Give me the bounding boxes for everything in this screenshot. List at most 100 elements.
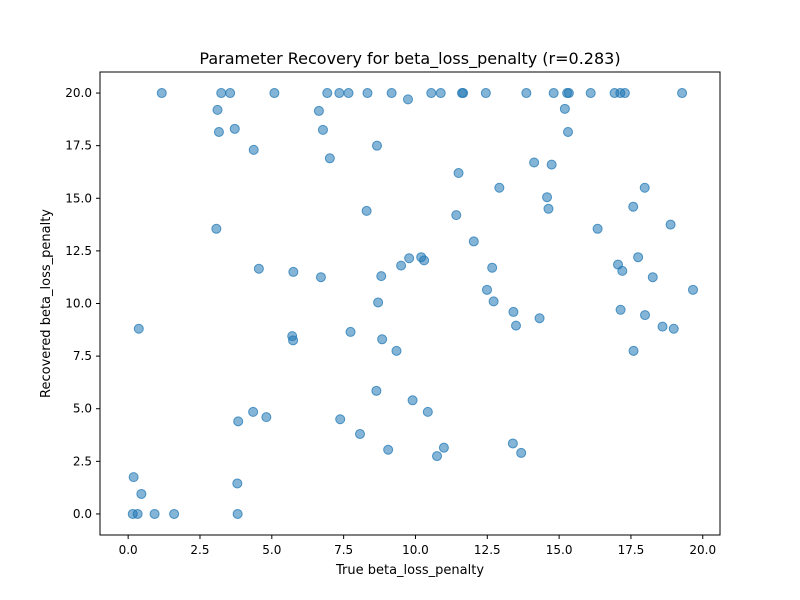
data-point (451, 210, 462, 221)
data-point (507, 438, 518, 449)
data-point (376, 271, 387, 282)
data-point (213, 126, 224, 137)
data-point (534, 313, 545, 324)
data-point (335, 414, 346, 425)
data-point (362, 88, 373, 99)
data-point (542, 192, 553, 203)
y-axis-label: Recovered beta_loss_penalty (39, 209, 54, 398)
y-tick-label: 12.5 (65, 244, 92, 258)
data-point (373, 297, 384, 308)
data-point (687, 284, 698, 295)
data-point (345, 326, 356, 337)
data-point (639, 182, 650, 193)
data-point (355, 428, 366, 439)
data-point (677, 88, 688, 99)
x-tick-label: 10.0 (402, 543, 429, 557)
x-tick-label: 12.5 (474, 543, 501, 557)
data-point (668, 323, 679, 334)
data-point (508, 306, 519, 317)
data-point (211, 223, 222, 234)
data-point (377, 334, 388, 345)
data-point (640, 310, 651, 321)
data-point (136, 488, 147, 499)
data-point (386, 88, 397, 99)
data-point (404, 253, 415, 264)
y-tick-label: 15.0 (65, 191, 92, 205)
x-tick-label: 5.0 (262, 543, 281, 557)
data-point (419, 255, 430, 266)
data-point (248, 406, 259, 417)
data-point (665, 219, 676, 230)
data-point (516, 447, 527, 458)
points-layer (127, 88, 698, 519)
data-point (317, 124, 328, 135)
data-point (585, 88, 596, 99)
data-point (133, 323, 144, 334)
data-point (529, 157, 540, 168)
data-point (396, 260, 407, 271)
data-point (458, 88, 469, 99)
data-point (334, 88, 345, 99)
data-point (324, 153, 335, 164)
y-tick-label: 17.5 (65, 139, 92, 153)
data-point (315, 272, 326, 283)
y-tick-label: 20.0 (65, 86, 92, 100)
x-tick-label: 2.5 (190, 543, 209, 557)
data-point (628, 201, 639, 212)
data-point (156, 88, 167, 99)
data-point (546, 159, 557, 170)
x-axis-ticks: 0.0 2.5 5.0 7.5 10.0 12.5 15.0 17.5 20.0 (119, 535, 716, 557)
data-point (548, 88, 559, 99)
data-point (371, 385, 382, 396)
data-point (563, 88, 574, 99)
y-tick-label: 5.0 (73, 402, 92, 416)
data-point (232, 478, 243, 489)
data-point (371, 140, 382, 151)
data-point (487, 262, 498, 273)
data-point (248, 144, 259, 155)
data-point (592, 223, 603, 234)
data-point (619, 88, 630, 99)
data-point (225, 88, 236, 99)
y-tick-label: 2.5 (73, 454, 92, 468)
plot-frame (99, 71, 721, 536)
data-point (288, 335, 299, 346)
data-point (402, 94, 413, 105)
data-point (563, 126, 574, 137)
x-axis-label: True beta_loss_penalty (335, 563, 484, 578)
data-point (288, 266, 299, 277)
data-point (617, 265, 628, 276)
data-point (432, 451, 443, 462)
x-tick-label: 0.0 (119, 543, 138, 557)
data-point (149, 508, 160, 519)
data-point (494, 182, 505, 193)
data-point (422, 406, 433, 417)
y-tick-label: 0.0 (73, 507, 92, 521)
data-point (543, 203, 554, 214)
data-point (128, 472, 139, 483)
data-point (261, 412, 272, 423)
data-point (615, 304, 626, 315)
data-point (407, 395, 418, 406)
data-point (361, 205, 372, 216)
x-tick-label: 7.5 (334, 543, 353, 557)
data-point (269, 88, 280, 99)
x-tick-label: 15.0 (546, 543, 573, 557)
data-point (253, 263, 264, 274)
y-tick-label: 7.5 (73, 349, 92, 363)
data-point (343, 88, 354, 99)
chart-title: Parameter Recovery for beta_loss_penalty… (199, 49, 620, 69)
data-point (216, 88, 227, 99)
data-point (232, 508, 243, 519)
data-point (132, 508, 143, 519)
data-point (233, 416, 244, 427)
data-point (628, 345, 639, 356)
data-point (482, 284, 492, 295)
data-point (391, 345, 402, 356)
data-point (212, 104, 223, 115)
data-point (229, 123, 240, 134)
data-point (657, 321, 668, 332)
data-point (438, 442, 449, 453)
data-point (426, 88, 437, 99)
